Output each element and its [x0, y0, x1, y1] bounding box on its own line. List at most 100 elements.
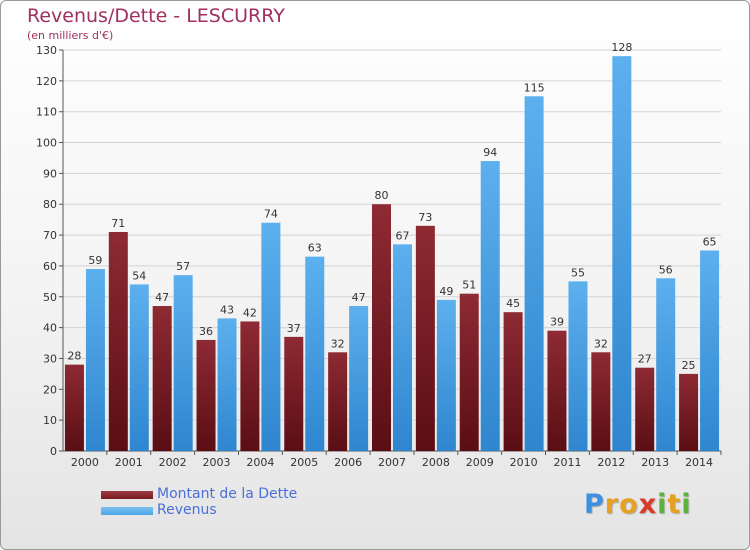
legend-label-dette: Montant de la Dette: [157, 486, 298, 502]
y-tick-label: 100: [36, 137, 57, 150]
bar-dette: [196, 339, 216, 451]
data-label-dette: 32: [331, 337, 345, 350]
y-tick-label: 90: [43, 167, 57, 180]
data-label-revenus: 115: [524, 81, 545, 94]
y-tick-label: 30: [43, 352, 57, 365]
data-label-revenus: 57: [176, 260, 190, 273]
data-label-dette: 51: [462, 279, 476, 292]
x-tick-label: 2008: [422, 456, 450, 469]
bar-dette: [284, 336, 304, 451]
data-label-dette: 36: [199, 325, 213, 338]
logo-letter: o: [619, 489, 639, 520]
x-tick-label: 2007: [378, 456, 406, 469]
data-label-dette: 73: [418, 211, 432, 224]
legend-item-dette: Montant de la Dette: [101, 487, 297, 502]
bar-dette: [240, 321, 260, 451]
y-tick-label: 10: [43, 414, 57, 427]
bar-revenus: [305, 256, 325, 451]
logo-letter: r: [604, 489, 620, 520]
legend-item-revenus: Revenus: [101, 503, 297, 518]
data-label-dette: 37: [287, 322, 301, 335]
bar-dette: [415, 225, 435, 451]
x-tick-label: 2013: [641, 456, 669, 469]
bar-dette: [372, 204, 391, 451]
bar-revenus: [393, 244, 412, 451]
bar-revenus: [480, 161, 500, 452]
data-label-dette: 39: [550, 316, 564, 329]
data-label-revenus: 65: [703, 236, 717, 249]
logo-letter: i: [657, 489, 668, 520]
legend-label-revenus: Revenus: [157, 502, 217, 518]
data-label-dette: 27: [638, 353, 652, 366]
x-tick-label: 2006: [334, 456, 362, 469]
chart-title: Revenus/Dette - LESCURRY: [27, 5, 285, 27]
bar-dette: [503, 312, 523, 451]
data-label-revenus: 74: [264, 208, 278, 221]
x-tick-label: 2011: [553, 456, 581, 469]
y-tick-label: 80: [43, 198, 57, 211]
chart-subtitle: (en milliers d'€): [27, 29, 114, 42]
bar-dette: [591, 352, 611, 451]
bar-revenus: [436, 299, 456, 451]
bar-dette: [152, 306, 172, 451]
data-label-revenus: 49: [439, 285, 453, 298]
bar-revenus: [261, 222, 281, 451]
data-label-revenus: 94: [483, 146, 497, 159]
y-tick-label: 130: [36, 44, 57, 57]
y-tick-label: 110: [36, 106, 57, 119]
data-label-revenus: 63: [308, 242, 322, 255]
bar-dette: [108, 231, 128, 451]
legend-swatch-dette: [101, 490, 153, 499]
y-tick-label: 20: [43, 383, 57, 396]
data-label-revenus: 54: [132, 269, 146, 282]
data-label-dette: 28: [67, 350, 81, 363]
x-tick-label: 2004: [246, 456, 274, 469]
data-label-dette: 47: [155, 291, 169, 304]
bar-revenus: [568, 281, 588, 451]
bar-revenus: [129, 284, 149, 451]
x-tick-label: 2009: [466, 456, 494, 469]
data-label-revenus: 59: [88, 254, 102, 267]
data-label-dette: 42: [243, 306, 257, 319]
x-tick-label: 2005: [290, 456, 318, 469]
bar-dette: [459, 293, 479, 451]
legend: Montant de la Dette Revenus: [101, 487, 297, 519]
x-tick-label: 2000: [71, 456, 99, 469]
data-label-dette: 32: [594, 337, 608, 350]
y-tick-label: 120: [36, 75, 57, 88]
bar-revenus: [85, 269, 105, 451]
bar-revenus: [349, 306, 369, 451]
data-label-revenus: 67: [396, 229, 410, 242]
logo-letter: P: [584, 489, 605, 520]
data-label-dette: 71: [111, 217, 125, 230]
x-tick-label: 2002: [159, 456, 187, 469]
y-tick-label: 70: [43, 229, 57, 242]
bar-revenus: [217, 318, 237, 451]
y-tick-label: 0: [50, 445, 57, 458]
data-label-revenus: 43: [220, 303, 234, 316]
x-tick-label: 2010: [510, 456, 538, 469]
data-label-dette: 25: [682, 359, 696, 372]
bar-revenus: [656, 278, 676, 451]
y-tick-label: 50: [43, 291, 57, 304]
proxiti-logo: Proxiti: [584, 489, 692, 520]
bar-revenus: [173, 275, 193, 451]
bar-revenus: [612, 56, 632, 452]
legend-swatch-revenus: [101, 506, 153, 515]
data-label-dette: 45: [506, 297, 520, 310]
bar-dette: [635, 367, 655, 451]
x-tick-label: 2014: [685, 456, 713, 469]
y-tick-label: 40: [43, 322, 57, 335]
x-tick-label: 2012: [597, 456, 625, 469]
bar-dette: [64, 364, 84, 451]
bar-dette: [547, 330, 567, 451]
logo-letter: x: [638, 489, 658, 520]
data-label-revenus: 56: [659, 263, 673, 276]
bar-dette: [679, 373, 699, 451]
data-label-revenus: 55: [571, 266, 585, 279]
x-tick-label: 2003: [203, 456, 231, 469]
data-label-dette: 80: [375, 189, 389, 202]
logo-letter: t: [667, 489, 682, 520]
